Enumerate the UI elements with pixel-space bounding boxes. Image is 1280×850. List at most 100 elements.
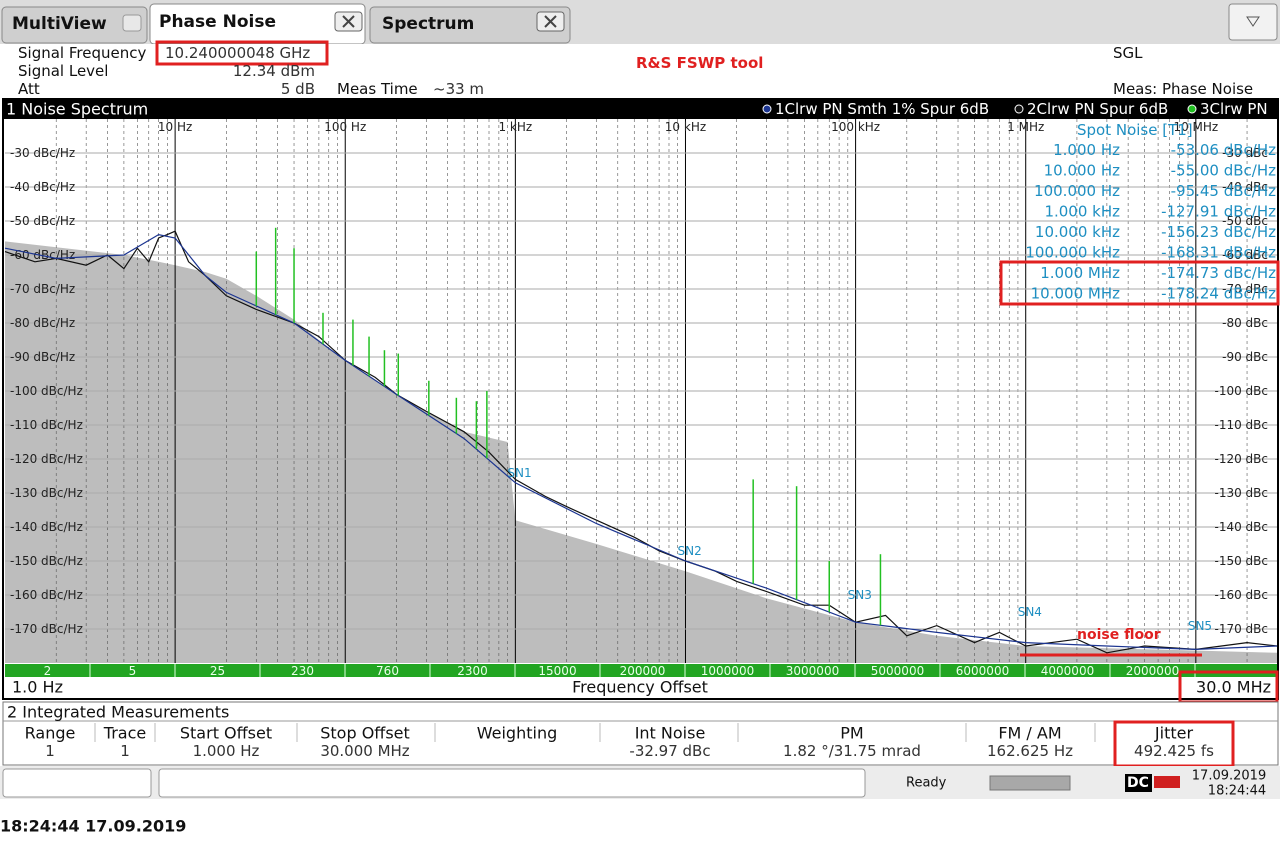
logo-box	[1125, 774, 1152, 792]
column-header: Range	[25, 724, 76, 743]
table-cell: 1.000 Hz	[193, 742, 260, 760]
value: 5 dB	[281, 80, 315, 98]
spot-value: -178.24 dBc/Hz	[1161, 285, 1276, 303]
integrated-panel	[2, 701, 1279, 766]
spot-value: -156.23 dBc/Hz	[1161, 223, 1276, 241]
y-tick-label: -90 dBc/Hz	[10, 350, 75, 364]
column-header: Start Offset	[180, 724, 272, 743]
tab[interactable]	[369, 6, 571, 44]
y2-tick-label: -40 dBc	[1222, 180, 1268, 194]
legend-dot	[1187, 104, 1197, 114]
trace	[4, 233, 1278, 651]
legend-label: 3Clrw PN	[1200, 100, 1268, 118]
value: 10.240000048 GHz	[165, 44, 310, 62]
spot-frequency: 1.000 kHz	[1044, 203, 1120, 221]
y-tick-label: -130 dBc/Hz	[10, 486, 83, 500]
bin-label: 5	[129, 664, 137, 678]
highlight-box	[155, 40, 329, 66]
label: Att	[18, 80, 40, 98]
x-tick-label: 10 MHz	[1173, 120, 1218, 134]
bin-label: 1000000	[701, 664, 754, 678]
area	[5, 241, 1277, 663]
logo: DC	[1127, 775, 1149, 791]
bin-label: 760	[376, 664, 399, 678]
tab[interactable]	[1, 6, 148, 44]
x-tick-label: 100 Hz	[324, 120, 366, 134]
measurement: Meas: Phase Noise	[1113, 80, 1253, 98]
bin-label: 25	[210, 664, 225, 678]
x-tick-label: 1 kHz	[498, 120, 532, 134]
input-box[interactable]	[158, 768, 866, 798]
legend-dot	[1014, 104, 1024, 114]
dropdown-button[interactable]	[1228, 3, 1278, 41]
tab-label: Phase Noise	[159, 12, 276, 32]
column-header: Weighting	[477, 724, 557, 743]
table-cell: -32.97 dBc	[629, 742, 710, 760]
status-date: 17.09.2019	[1192, 769, 1266, 784]
spot-frequency: 100.000 Hz	[1034, 182, 1120, 200]
spot-value: -168.31 dBc/Hz	[1161, 244, 1276, 262]
spot-noise-title: Spot Noise [T1]	[1077, 121, 1193, 139]
bin-label: 2300	[457, 664, 488, 678]
bin-label: 6000000	[956, 664, 1009, 678]
spot-value: -95.45 dBc/Hz	[1171, 182, 1277, 200]
y2-tick-label: -90 dBc	[1222, 350, 1268, 364]
spot-frequency: 100.000 kHz	[1025, 244, 1120, 262]
bin-label: 200000	[620, 664, 666, 678]
value: 12.34 dBm	[233, 62, 315, 80]
bin-label: 4000000	[1041, 664, 1094, 678]
marker-label: SN4	[1018, 605, 1042, 619]
y-tick-label: -150 dBc/Hz	[10, 554, 83, 568]
y2-tick-label: -50 dBc	[1222, 214, 1268, 228]
x-tick-label: 100 kHz	[831, 120, 880, 134]
status-text: Ready	[906, 776, 947, 791]
y-tick-label: -70 dBc/Hz	[10, 282, 75, 296]
column-header: FM / AM	[998, 724, 1061, 743]
info-panel	[0, 44, 1280, 99]
annotation: R&S FSWP tool	[636, 54, 763, 72]
spot-frequency: 10.000 kHz	[1035, 223, 1120, 241]
chart-title: 1 Noise Spectrum	[6, 100, 148, 119]
bin-label: 3000000	[786, 664, 839, 678]
bin-label: 230	[291, 664, 314, 678]
tab-label: MultiView	[12, 14, 107, 34]
footer-timestamp: 18:24:44 17.09.2019	[0, 817, 186, 836]
y-tick-label: -30 dBc/Hz	[10, 146, 75, 160]
spot-frequency: 1.000 MHz	[1040, 264, 1120, 282]
spot-value: -174.73 dBc/Hz	[1161, 264, 1276, 282]
column-header: Trace	[103, 724, 146, 743]
y-tick-label: -110 dBc/Hz	[10, 418, 83, 432]
marker-label: SN1	[507, 466, 531, 480]
x-start: 1.0 Hz	[12, 678, 63, 697]
spot-frequency: 10.000 MHz	[1031, 285, 1120, 303]
table-cell: 30.000 MHz	[320, 742, 409, 760]
x-stop: 30.0 MHz	[1196, 678, 1271, 697]
mode: SGL	[1113, 44, 1143, 62]
label: Meas Time	[337, 80, 418, 98]
logo-mark	[1154, 776, 1180, 788]
bin-bar	[5, 664, 1277, 677]
table-cell: 492.425 fs	[1134, 742, 1214, 760]
bin-label: 2000000	[1126, 664, 1179, 678]
table-cell: 162.625 Hz	[987, 742, 1073, 760]
legend-label: 2Clrw PN Spur 6dB	[1027, 100, 1168, 118]
y-tick-label: -140 dBc/Hz	[10, 520, 83, 534]
view-icon[interactable]	[122, 14, 142, 32]
spot-frequency: 1.000 Hz	[1053, 141, 1120, 159]
progress-bar	[989, 775, 1071, 791]
x-tick-label: 1 MHz	[1007, 120, 1044, 134]
spot-value: -127.91 dBc/Hz	[1161, 203, 1276, 221]
close-icon	[342, 15, 355, 28]
annotation: noise floor	[1077, 627, 1161, 643]
dropdown-icon	[1246, 16, 1260, 27]
y-tick-label: -120 dBc/Hz	[10, 452, 83, 466]
y2-tick-label: -170 dBc	[1215, 622, 1269, 636]
input-box[interactable]	[2, 768, 152, 798]
y-tick-label: -80 dBc/Hz	[10, 316, 75, 330]
marker-label: SN3	[848, 588, 872, 602]
x-tick-label: 10 kHz	[665, 120, 706, 134]
bin-label: 5000000	[871, 664, 924, 678]
y-tick-label: -100 dBc/Hz	[10, 384, 83, 398]
table-cell: 1	[120, 742, 130, 760]
